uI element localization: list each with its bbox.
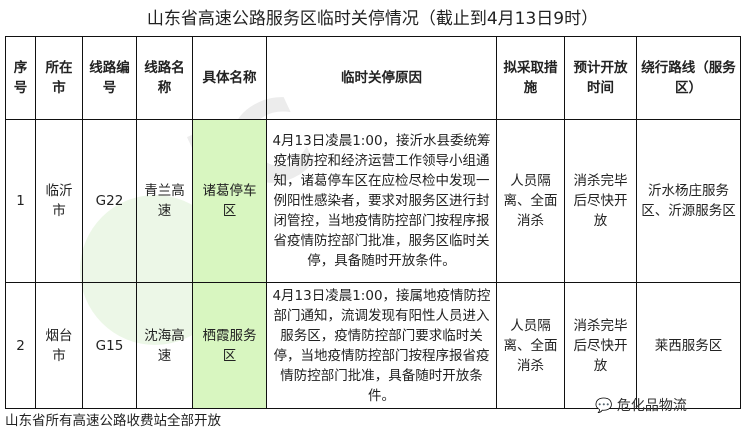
cell-no: 2 (5, 282, 36, 409)
wechat-logo-watermark: 💬 危化品物流 (595, 395, 687, 415)
cell-name: 栖霞服务区 (192, 282, 267, 409)
cell-measure: 人员隔离、全面消杀 (496, 119, 565, 283)
table-row: 2 烟台市 G15 沈海高速 栖霞服务区 4月13日凌晨1:00，接属地疫情防控… (5, 282, 741, 409)
cell-name: 诸葛停车区 (192, 119, 267, 283)
cell-code: G22 (82, 119, 137, 283)
cell-city: 临沂市 (35, 119, 83, 283)
cell-code: G15 (82, 282, 137, 409)
logo-text: 危化品物流 (616, 398, 687, 414)
cell-no: 1 (5, 119, 36, 283)
wechat-icon: 💬 (595, 398, 617, 414)
header-cell: 具体名称 (192, 36, 267, 120)
cell-open: 消杀完毕后尽快开放 (564, 119, 637, 283)
header-cell: 线路名称 (136, 36, 193, 120)
cell-measure: 人员隔离、全面消杀 (496, 282, 565, 409)
cell-open: 消杀完毕后尽快开放 (564, 282, 637, 409)
cell-city: 烟台市 (35, 282, 83, 409)
cell-reason: 4月13日凌晨1:00，接属地疫情防控部门通知，流调发现有阳性人员进入服务区，疫… (266, 282, 497, 409)
footer-note: 山东省所有高速公路收费站全部开放 (5, 413, 221, 429)
header-cell: 临时关停原因 (266, 36, 497, 120)
cell-route: 青兰高速 (136, 119, 193, 283)
header-cell: 绕行路线（服务区） (636, 36, 741, 120)
cell-detour: 莱西服务区 (636, 282, 741, 409)
header-cell: 序号 (5, 36, 36, 120)
table-row: 1 临沂市 G22 青兰高速 诸葛停车区 4月13日凌晨1:00，接沂水县委统筹… (5, 119, 741, 283)
closure-table: 序号 所在市 线路编号 线路名称 具体名称 临时关停原因 拟采取措施 预计开放时… (5, 36, 741, 409)
header-cell: 预计开放时间 (564, 36, 637, 120)
cell-detour: 沂水杨庄服务区、沂源服务区 (636, 119, 741, 283)
header-cell: 所在市 (35, 36, 83, 120)
page-title: 山东省高速公路服务区临时关停情况（截止到4月13日9时） (146, 9, 599, 29)
header-cell: 线路编号 (82, 36, 137, 120)
header-row: 序号 所在市 线路编号 线路名称 具体名称 临时关停原因 拟采取措施 预计开放时… (5, 36, 741, 120)
cell-reason: 4月13日凌晨1:00，接沂水县委统筹疫情防控和经济运营工作领导小组通知，诸葛停… (266, 119, 497, 283)
header-cell: 拟采取措施 (496, 36, 565, 120)
cell-route: 沈海高速 (136, 282, 193, 409)
